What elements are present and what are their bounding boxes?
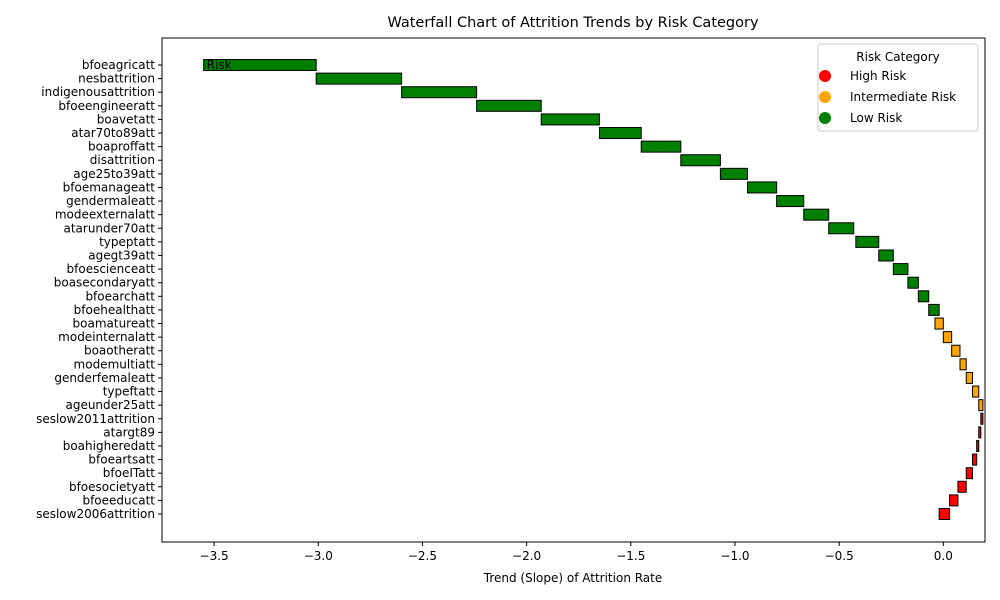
bars-group: Risk	[203, 58, 984, 520]
legend-title: Risk Category	[856, 50, 940, 64]
bar-ageunder25att	[978, 399, 984, 412]
y-tick-label-typeftatt: typeftatt	[103, 385, 156, 399]
y-tick-label-bfoehealthatt: bfoehealthatt	[74, 303, 156, 317]
y-tick-label-gendermaleatt: gendermaleatt	[66, 194, 155, 208]
bar-disattrition	[680, 154, 721, 167]
y-tick-label-bfoesocietyatt: bfoesocietyatt	[69, 480, 155, 494]
y-tick-label-bfoeartsatt: bfoeartsatt	[88, 453, 155, 467]
y-tick-label-seslow2011attrition: seslow2011attrition	[36, 412, 155, 426]
y-tick-label-boahigheredatt: boahigheredatt	[63, 439, 156, 453]
bar-agegt39att	[878, 249, 894, 262]
bar-bfoehealthatt	[928, 303, 940, 316]
y-tick-label-bfoeagricatt: bfoeagricatt	[82, 58, 155, 72]
y-tick-label-boaotheratt: boaotheratt	[84, 344, 155, 358]
bar-atar70to89att	[599, 127, 642, 140]
bar-boahigheredatt	[976, 439, 980, 452]
bar-bfoearchatt	[917, 290, 930, 303]
y-tick-label-modeinternalatt: modeinternalatt	[58, 330, 155, 344]
legend-entries: High Risk Intermediate Risk Low Risk	[819, 69, 956, 125]
bar-modemultiatt	[959, 358, 967, 371]
bar-modeinternalatt	[942, 331, 953, 344]
x-axis-title: Trend (Slope) of Attrition Rate	[483, 571, 663, 585]
y-tick-label-atargt89: atargt89	[103, 425, 155, 439]
bar-bfoeITatt	[965, 467, 973, 480]
bar-boaproffatt	[640, 140, 682, 153]
y-tick-label-modeexternalatt: modeexternalatt	[55, 208, 155, 222]
bar-boaotheratt	[951, 344, 961, 357]
bar-bfoeeducatt	[949, 494, 959, 507]
y-tick-label-agegt39att: agegt39att	[88, 248, 155, 262]
y-tick-label-boamatureatt: boamatureatt	[73, 317, 156, 331]
y-tick-label-age25to39att: age25to39att	[73, 167, 155, 181]
bar-typeptatt	[855, 235, 880, 248]
y-tick-label-bfoemanageatt: bfoemanageatt	[63, 180, 156, 194]
y-tick-label-boaproffatt: boaproffatt	[88, 140, 155, 154]
legend-marker	[819, 91, 831, 103]
legend-label: Intermediate Risk	[850, 90, 956, 104]
y-tick-label-typeptatt: typeptatt	[99, 235, 155, 249]
bar-seslow2011attrition	[980, 412, 984, 425]
bar-bfoeengineeratt	[476, 99, 542, 112]
plot-area-frame	[161, 37, 986, 543]
bar-seslow2006attrition	[938, 508, 951, 520]
y-tick-label-boavetatt: boavetatt	[97, 112, 156, 126]
y-tick-label-atarunder70att: atarunder70att	[63, 221, 155, 235]
bar-boamatureatt	[934, 317, 944, 330]
y-tick-label-atar70to89att: atar70to89att	[71, 126, 155, 140]
x-tick-label: −3.5	[200, 549, 229, 563]
bar-boasecondaryatt	[907, 276, 919, 289]
bar-genderfemaleatt	[965, 371, 973, 384]
x-tick-label: −1.0	[720, 549, 749, 563]
y-tick-label-boasecondaryatt: boasecondaryatt	[54, 276, 156, 290]
x-tick-label: −2.5	[408, 549, 437, 563]
y-tick-label-seslow2006attrition: seslow2006attrition	[36, 507, 155, 521]
y-tick-label-disattrition: disattrition	[90, 153, 155, 167]
x-tick-label: −2.0	[512, 549, 541, 563]
legend-box	[817, 43, 979, 132]
y-tick-label-modemultiatt: modemultiatt	[74, 357, 156, 371]
x-tick-label: −0.5	[825, 549, 854, 563]
y-tick-label-genderfemaleatt: genderfemaleatt	[54, 371, 155, 385]
bar-modeexternalatt	[803, 208, 830, 221]
x-tick-label: −3.0	[304, 549, 333, 563]
y-tick-label-nesbattrition: nesbattrition	[78, 72, 155, 86]
bar-age25to39att	[719, 167, 748, 180]
x-tick-label: −1.5	[616, 549, 645, 563]
bar-boavetatt	[540, 113, 601, 126]
y-tick-label-ageunder25att: ageunder25att	[65, 398, 155, 412]
legend: Risk Category High Risk Intermediate Risk…	[817, 43, 979, 132]
bar-indigenousattrition	[401, 86, 478, 99]
bar-annotation: Risk	[207, 58, 232, 72]
bar-bfoeartsatt	[972, 453, 978, 466]
legend-marker	[819, 70, 831, 82]
chart-title: Waterfall Chart of Attrition Trends by R…	[387, 15, 759, 31]
y-tick-label-bfoeITatt: bfoeITatt	[103, 466, 156, 480]
legend-marker	[819, 112, 831, 124]
legend-label: High Risk	[850, 69, 906, 83]
bar-bfoesocietyatt	[957, 480, 967, 493]
legend-label: Low Risk	[850, 111, 902, 125]
bar-gendermaleatt	[776, 195, 805, 208]
x-tick-label: 0.0	[934, 549, 953, 563]
bar-typeftatt	[972, 385, 980, 398]
y-axis-ticks: bfoeagricattnesbattritionindigenousattri…	[36, 58, 162, 521]
bar-atargt89	[978, 426, 982, 439]
bar-nesbattrition	[315, 72, 403, 85]
bar-atarunder70att	[828, 222, 855, 235]
y-tick-label-bfoearchatt: bfoearchatt	[85, 289, 155, 303]
bar-bfoemanageatt	[746, 181, 778, 194]
y-tick-label-bfoeengineeratt: bfoeengineeratt	[58, 99, 155, 113]
y-tick-label-bfoeeducatt: bfoeeducatt	[82, 493, 155, 507]
x-axis-ticks: −3.5 −3.0 −2.5 −2.0 −1.5 −1.0 −0.5 0.0	[200, 542, 953, 563]
bar-bfoeagricatt	[203, 59, 317, 71]
bar-bfoescienceatt	[892, 263, 909, 276]
y-tick-label-bfoescienceatt: bfoescienceatt	[67, 262, 156, 276]
y-tick-label-indigenousattrition: indigenousattrition	[41, 85, 155, 99]
